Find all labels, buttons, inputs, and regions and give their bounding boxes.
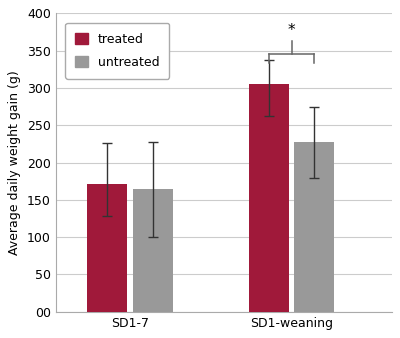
Bar <box>294 142 334 312</box>
Bar <box>133 189 173 312</box>
Bar <box>87 184 127 312</box>
Text: *: * <box>288 23 295 38</box>
Legend: treated, untreated: treated, untreated <box>65 23 169 78</box>
Bar <box>249 84 289 312</box>
Y-axis label: Average daily weight gain (g): Average daily weight gain (g) <box>8 70 21 255</box>
